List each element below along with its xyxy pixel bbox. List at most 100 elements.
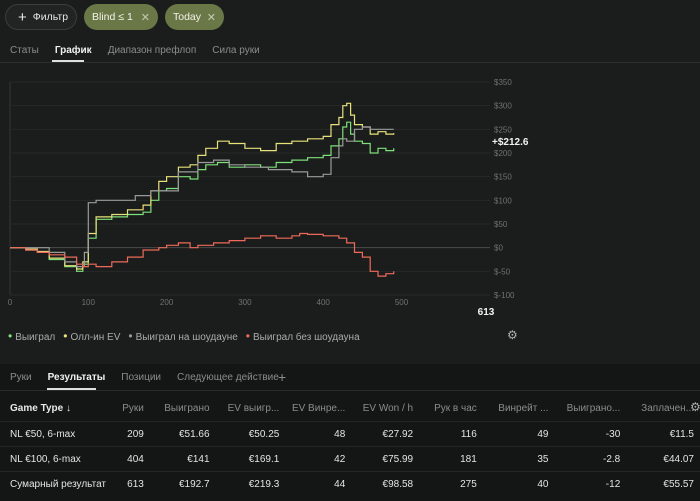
y-tick-label: $350 — [494, 78, 512, 87]
x-tick-label: 100 — [82, 298, 96, 307]
cell: €55.57 — [626, 471, 700, 496]
cell: €169.1 — [215, 446, 286, 472]
active-tab-indicator — [52, 60, 84, 62]
tab-hand-strength[interactable]: Сила руки — [212, 45, 260, 56]
column-header[interactable]: Винрейт ... — [498, 402, 549, 414]
cell: €50.25 — [215, 421, 286, 447]
divider — [0, 62, 700, 63]
y-tick-label: $250 — [494, 125, 512, 134]
y-tick-label: $300 — [494, 102, 512, 111]
close-icon[interactable]: ✕ — [206, 11, 216, 24]
table-row[interactable]: NL €50, 6-max 209 €51.66 €50.25 48 €27.9… — [0, 421, 700, 447]
cell: €192.7 — [149, 471, 216, 496]
column-header[interactable]: Выиграно — [164, 402, 210, 414]
table-settings-gear-icon[interactable]: ⚙ — [690, 400, 700, 414]
filter-chip-today[interactable]: Today ✕ — [165, 4, 224, 30]
cell: 42 — [285, 446, 352, 472]
cell: 49 — [482, 421, 555, 447]
table-row-total[interactable]: Сумарный результат 613 €192.7 €219.3 44 … — [0, 471, 700, 496]
tab-stats[interactable]: Статы — [10, 45, 39, 56]
y-tick-label: $-50 — [494, 267, 511, 276]
cell: €75.99 — [351, 446, 420, 472]
column-header[interactable]: Руки — [122, 402, 144, 414]
add-filter-label: Фильтр — [32, 11, 69, 23]
x-tick-label: 0 — [8, 298, 13, 307]
table-header-row: Game Type ↓ Руки Выиграно EV выигр... EV… — [0, 395, 700, 422]
active-tab-indicator — [47, 388, 96, 390]
cell: -30 — [554, 421, 627, 447]
column-header[interactable]: EV Won / h — [362, 402, 414, 414]
legend-dot-icon: • — [245, 329, 250, 343]
cell-game-type: NL €100, 6-max — [0, 446, 112, 472]
y-tick-label: $50 — [494, 220, 508, 229]
legend-item-non-showdown[interactable]: • Выиграл без шоудауна — [246, 330, 360, 343]
legend-item-won[interactable]: • Выиграл — [8, 330, 55, 343]
chart-legend: • Выиграл • Олл-ин EV • Выиграл на шоудауне… — [8, 330, 360, 343]
x-tick-label: 200 — [160, 298, 174, 307]
cell: 44 — [285, 471, 352, 496]
legend-item-showdown[interactable]: • Выиграл на шоудауне — [128, 330, 237, 343]
column-header[interactable]: Рук в час — [434, 402, 477, 414]
legend-label: Выиграл — [15, 332, 56, 343]
plus-icon: + — [18, 8, 27, 26]
cell: 48 — [285, 421, 352, 447]
top-tabs: Статы График Диапазон префлоп Сила руки — [10, 45, 260, 56]
legend-dot-icon: • — [63, 329, 68, 343]
table-row[interactable]: NL €100, 6-max 404 €141 €169.1 42 €75.99… — [0, 446, 700, 472]
column-header[interactable]: Заплачен... — [641, 402, 694, 414]
tab-results[interactable]: Результаты — [47, 372, 106, 383]
cell: 275 — [419, 471, 483, 496]
column-header[interactable]: EV Винре... — [291, 402, 346, 414]
cell: €98.58 — [351, 471, 420, 496]
tab-hands[interactable]: Руки — [10, 372, 32, 383]
results-chart: $-100 $-50 $0 $50 $100 $150 $200 $250 $300 $350 0 1… — [8, 78, 515, 318]
cell: €44.07 — [626, 446, 700, 472]
divider — [0, 390, 700, 391]
column-header-game-type[interactable]: Game Type ↓ — [10, 402, 71, 414]
cell: €27.92 — [351, 421, 420, 447]
cell: €51.66 — [149, 421, 216, 447]
tab-next-action[interactable]: Следующее действие — [177, 372, 279, 383]
add-tab-plus-icon[interactable]: + — [278, 369, 287, 385]
close-icon[interactable]: ✕ — [140, 11, 150, 24]
cell: €219.3 — [215, 471, 286, 496]
filter-chip-label: Blind ≤ 1 — [92, 11, 133, 23]
cell: €141 — [149, 446, 216, 472]
y-tick-label: $0 — [494, 244, 503, 253]
cell: 35 — [482, 446, 555, 472]
legend-label: Олл-ин EV — [70, 332, 121, 343]
cell-game-type: NL €50, 6-max — [0, 421, 112, 447]
tab-positions[interactable]: Позиции — [121, 372, 162, 383]
y-tick-label: $150 — [494, 173, 512, 182]
cell: €11.5 — [626, 421, 700, 447]
cell: 116 — [419, 421, 483, 447]
legend-item-allin-ev[interactable]: • Олл-ин EV — [63, 330, 120, 343]
series-line-2 — [10, 126, 394, 268]
column-header[interactable]: EV выигр... — [227, 402, 280, 414]
cell: 40 — [482, 471, 555, 496]
series-line-3 — [10, 232, 395, 277]
tab-preflop-range[interactable]: Диапазон префлоп — [107, 45, 197, 56]
tab-graph[interactable]: График — [54, 45, 92, 56]
legend-label: Выиграл без шоудауна — [252, 332, 360, 343]
legend-dot-icon: • — [8, 329, 13, 343]
chart-settings-gear-icon[interactable]: ⚙ — [507, 328, 518, 342]
add-filter-button[interactable]: + Фильтр — [5, 4, 77, 30]
cell: -2.8 — [554, 446, 627, 472]
x-tick-label: 400 — [317, 298, 331, 307]
bottom-tabs: Руки Результаты Позиции Следующее действ… — [10, 372, 279, 383]
cell: 209 — [112, 421, 150, 447]
x-tick-label: 300 — [238, 298, 252, 307]
chart-end-value-label: +$212.6 — [492, 137, 529, 148]
cell: -12 — [554, 471, 627, 496]
filter-chip-blind[interactable]: Blind ≤ 1 ✕ — [84, 4, 158, 30]
y-tick-label: $100 — [494, 196, 512, 205]
cell: 404 — [112, 446, 150, 472]
y-tick-label: $200 — [494, 149, 512, 158]
results-table: Game Type ↓ Руки Выиграно EV выигр... EV… — [0, 395, 700, 496]
x-tick-label: 500 — [395, 298, 409, 307]
x-end-label: 613 — [478, 307, 495, 318]
cell-game-type: Сумарный результат — [0, 471, 112, 496]
series-line-0 — [10, 121, 395, 272]
column-header[interactable]: Выиграно... — [566, 402, 621, 414]
